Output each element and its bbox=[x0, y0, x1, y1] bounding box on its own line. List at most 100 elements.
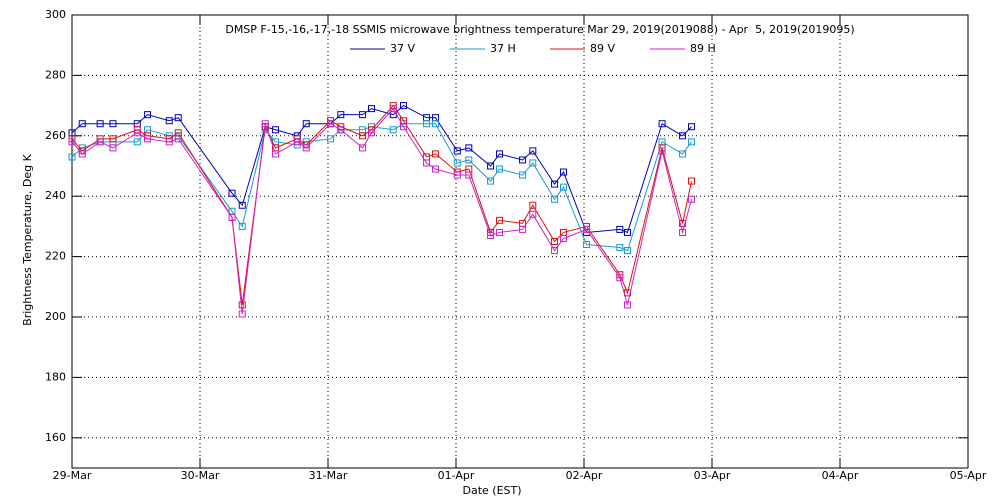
point-marker bbox=[432, 165, 440, 173]
x-tick-label: 03-Apr bbox=[694, 469, 731, 482]
point-marker bbox=[688, 195, 696, 203]
point-marker bbox=[624, 247, 632, 255]
point-marker bbox=[133, 129, 141, 137]
point-marker bbox=[519, 156, 527, 164]
point-marker bbox=[423, 159, 431, 167]
point-marker bbox=[432, 120, 440, 128]
x-tick-label: 30-Mar bbox=[181, 469, 220, 482]
point-marker bbox=[583, 241, 591, 249]
x-tick-label: 04-Apr bbox=[822, 469, 859, 482]
point-marker bbox=[144, 135, 152, 143]
point-marker bbox=[109, 135, 117, 143]
point-marker bbox=[688, 177, 696, 185]
point-marker bbox=[688, 138, 696, 146]
point-marker bbox=[529, 159, 537, 167]
point-marker bbox=[465, 144, 473, 152]
x-tick-label: 29-Mar bbox=[53, 469, 92, 482]
x-tick-label: 31-Mar bbox=[309, 469, 348, 482]
point-marker bbox=[238, 301, 246, 309]
point-marker bbox=[389, 105, 397, 113]
point-marker bbox=[551, 195, 559, 203]
y-tick-label: 300 bbox=[45, 8, 66, 21]
point-marker bbox=[423, 120, 431, 128]
point-marker bbox=[238, 201, 246, 209]
point-marker bbox=[560, 183, 568, 191]
point-marker bbox=[359, 144, 367, 152]
point-marker bbox=[453, 147, 461, 155]
point-marker bbox=[96, 120, 104, 128]
point-marker bbox=[368, 129, 376, 137]
series-line bbox=[71, 104, 693, 305]
point-marker bbox=[78, 150, 86, 158]
point-marker bbox=[272, 126, 280, 134]
point-marker bbox=[133, 138, 141, 146]
point-marker bbox=[368, 105, 376, 113]
point-marker bbox=[261, 120, 269, 128]
point-marker bbox=[551, 238, 559, 245]
point-marker bbox=[272, 150, 280, 158]
point-marker bbox=[496, 165, 504, 173]
point-marker bbox=[658, 147, 666, 155]
y-tick-label: 280 bbox=[45, 68, 66, 81]
point-marker bbox=[238, 310, 246, 318]
point-marker bbox=[529, 210, 537, 218]
point-marker bbox=[432, 150, 440, 158]
point-marker bbox=[679, 132, 687, 140]
legend-label: 89 H bbox=[690, 42, 716, 55]
point-marker bbox=[616, 225, 624, 233]
series-line bbox=[71, 107, 693, 315]
point-marker bbox=[465, 156, 473, 164]
y-tick-label: 200 bbox=[45, 310, 66, 323]
point-marker bbox=[529, 201, 537, 209]
point-marker bbox=[551, 247, 559, 255]
point-marker bbox=[337, 126, 345, 134]
series-line bbox=[71, 104, 692, 234]
y-tick-label: 160 bbox=[45, 431, 66, 444]
chart-title: DMSP F-15,-16,-17,-18 SSMIS microwave br… bbox=[225, 23, 854, 36]
point-marker bbox=[487, 177, 495, 185]
point-marker bbox=[496, 216, 504, 224]
point-marker bbox=[144, 111, 152, 119]
point-marker bbox=[165, 138, 173, 146]
point-marker bbox=[78, 120, 86, 128]
y-axis-label: Brightness Temperature, Deg K bbox=[21, 153, 34, 325]
point-marker bbox=[68, 153, 76, 161]
series-line bbox=[71, 123, 692, 252]
point-marker bbox=[496, 150, 504, 158]
x-axis-label: Date (EST) bbox=[462, 484, 521, 497]
point-marker bbox=[174, 114, 182, 122]
point-marker bbox=[453, 159, 461, 167]
point-marker bbox=[616, 244, 624, 252]
point-marker bbox=[293, 138, 301, 146]
point-marker bbox=[400, 102, 408, 110]
legend-label: 37 V bbox=[390, 42, 415, 55]
point-marker bbox=[337, 111, 345, 119]
point-marker bbox=[302, 120, 310, 128]
point-marker bbox=[109, 144, 117, 152]
point-marker bbox=[165, 117, 173, 125]
point-marker bbox=[679, 150, 687, 158]
point-marker bbox=[238, 222, 246, 230]
point-marker bbox=[228, 213, 236, 221]
point-marker bbox=[583, 225, 591, 233]
point-marker bbox=[560, 234, 568, 242]
point-marker bbox=[302, 144, 310, 152]
point-marker bbox=[453, 171, 461, 179]
point-marker bbox=[400, 123, 408, 131]
plot-frame bbox=[71, 14, 969, 469]
y-tick-label: 180 bbox=[45, 370, 66, 383]
point-marker bbox=[519, 225, 527, 233]
point-marker bbox=[658, 120, 666, 128]
point-marker bbox=[327, 135, 335, 143]
legend-label: 37 H bbox=[490, 42, 516, 55]
point-marker bbox=[616, 274, 624, 282]
point-marker bbox=[68, 138, 76, 146]
point-marker bbox=[389, 126, 397, 134]
point-marker bbox=[679, 219, 687, 227]
x-tick-label: 01-Apr bbox=[438, 469, 475, 482]
point-marker bbox=[327, 120, 335, 128]
point-marker bbox=[174, 135, 182, 143]
legend-label: 89 V bbox=[590, 42, 615, 55]
point-marker bbox=[109, 120, 117, 128]
